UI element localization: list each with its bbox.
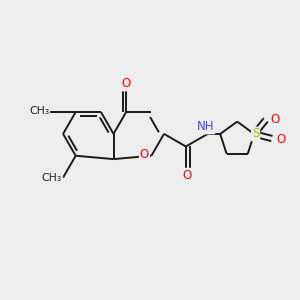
Text: O: O [182, 169, 191, 182]
Text: NH: NH [197, 120, 214, 134]
Text: O: O [122, 77, 131, 91]
Text: O: O [140, 148, 149, 161]
Text: CH₃: CH₃ [29, 106, 49, 116]
Text: O: O [270, 113, 280, 126]
Text: O: O [276, 133, 286, 146]
Text: CH₃: CH₃ [42, 173, 62, 183]
Text: S: S [252, 128, 259, 140]
